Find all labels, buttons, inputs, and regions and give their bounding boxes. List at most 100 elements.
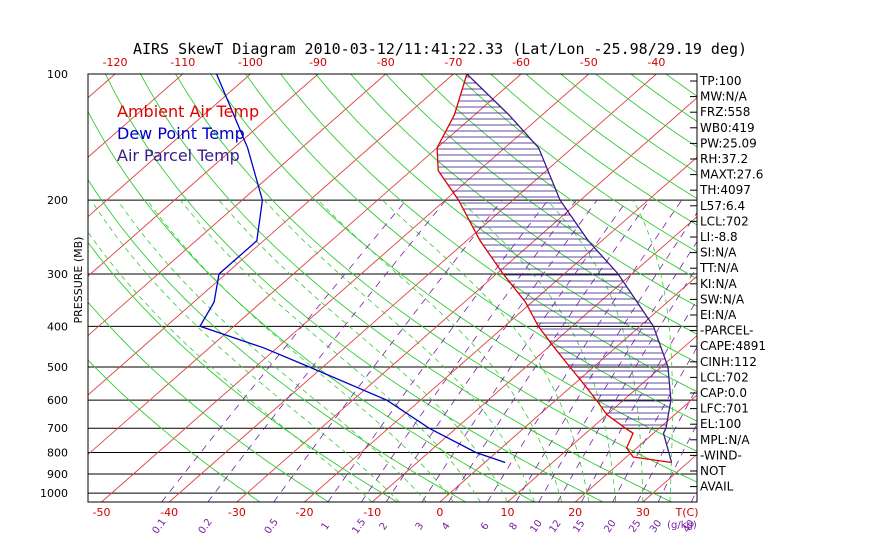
bottom-temp-tick: -10 — [363, 506, 381, 519]
top-temp-tick: -50 — [580, 56, 598, 69]
dry-adiabat-line — [140, 74, 672, 502]
moist-adiabat-line — [180, 199, 481, 502]
mixing-ratio-tick: 8 — [508, 521, 521, 533]
side-panel-item: WB0:419 — [700, 121, 755, 135]
side-panel-item: AVAIL — [700, 480, 734, 494]
mixing-ratio-tick: 0.2 — [197, 517, 215, 536]
bottom-temp-tick: -50 — [93, 506, 111, 519]
top-temp-tick: -40 — [647, 56, 665, 69]
side-panel-item: FRZ:558 — [700, 105, 750, 119]
side-panel-item: PW:25.09 — [700, 136, 757, 150]
isotherm-line — [88, 74, 116, 99]
pressure-tick: 500 — [47, 361, 68, 374]
mixing-ratio-line — [421, 199, 628, 502]
side-panel-item: SW:N/A — [700, 292, 745, 306]
side-panel-item: CAPE:4891 — [700, 339, 766, 353]
cape-area — [437, 74, 671, 429]
mixing-ratio-line — [327, 199, 549, 502]
side-panel-item: EI:N/A — [700, 308, 737, 322]
dewpoint-temp-line — [199, 74, 506, 464]
mixing-ratio-line — [637, 386, 697, 502]
plot-frame — [87, 73, 698, 503]
top-temp-tick: -90 — [309, 56, 327, 69]
top-temp-tick: -100 — [238, 56, 263, 69]
moist-adiabat-line — [117, 199, 427, 502]
side-panel-item: MW:N/A — [700, 90, 748, 104]
side-panel-item: LFC:701 — [700, 402, 749, 416]
side-panel-item: TP:100 — [699, 74, 742, 88]
mixing-ratio-tick: 0.5 — [263, 517, 281, 536]
mixing-ratio-tick: 1 — [320, 521, 333, 533]
ambient-temp-line — [436, 74, 672, 464]
mixing-ratio-tick: 1.5 — [350, 517, 368, 536]
mixing-ratio-tick: 6 — [479, 521, 492, 533]
isotherm-line — [88, 74, 319, 277]
chart-title: AIRS SkewT Diagram 2010-03-12/11:41:22.3… — [133, 40, 747, 58]
top-temp-tick: -80 — [377, 56, 395, 69]
pressure-tick: 200 — [47, 194, 68, 207]
bottom-temp-tick: 20 — [568, 506, 582, 519]
moist-adiabat-line — [90, 199, 400, 502]
mixing-ratio-line — [361, 199, 577, 502]
dry-adiabat-line — [105, 74, 604, 502]
top-temperature-axis: -120 -110 -100 -90 -80 -70 -60 -50 -40 — [103, 56, 666, 69]
bottom-temp-tick: 30 — [636, 506, 650, 519]
pressure-tick: 800 — [47, 447, 68, 460]
pressure-tick: 300 — [47, 268, 68, 281]
mixing-ratio-line — [207, 199, 447, 502]
side-panel-item: NOT — [700, 464, 726, 478]
parcel-temp-line — [466, 74, 673, 463]
mixing-ratio-line — [515, 212, 697, 502]
top-temp-tick: -70 — [444, 56, 462, 69]
bottom-temp-tick: -40 — [160, 506, 178, 519]
isotherm-line — [574, 394, 697, 502]
isotherm-line — [236, 97, 697, 502]
side-panel-item: CINH:112 — [700, 355, 757, 369]
bottom-temp-tick: -20 — [296, 506, 314, 519]
side-panel-item: TT:N/A — [699, 261, 739, 275]
legend-entry: Air Parcel Temp — [117, 146, 240, 165]
isotherm-line — [88, 74, 387, 337]
pressure-axis: 100 200 300 400 500 600 700 800 900 1000 — [40, 68, 68, 500]
side-panel-item: LCL:702 — [700, 214, 749, 228]
side-panel-item: LI:-8.8 — [700, 230, 738, 244]
moist-adiabat-line — [218, 199, 508, 502]
bottom-temp-tick: 0 — [436, 506, 443, 519]
isotherm-line — [778, 74, 870, 502]
mixing-ratio-tick: 30 — [648, 518, 664, 535]
bottom-temp-tick: 10 — [501, 506, 515, 519]
top-temp-tick: -60 — [512, 56, 530, 69]
top-temp-tick: -110 — [170, 56, 195, 69]
side-panel-item: L57:6.4 — [700, 199, 745, 213]
pressure-tick: 100 — [47, 68, 68, 81]
mixing-ratio-tick: 15 — [571, 518, 587, 535]
dry-adiabat-line — [88, 241, 398, 502]
side-panel-item: KI:N/A — [700, 277, 737, 291]
side-panel-item: MAXT:27.6 — [700, 168, 763, 182]
moist-adiabat-line — [632, 200, 673, 502]
moist-adiabat-line — [88, 231, 373, 502]
dry-adiabat-line — [88, 301, 329, 502]
mixing-ratio-tick: 20 — [602, 518, 618, 535]
legend: Ambient Air Temp Dew Point Temp Air Parcel… — [117, 102, 259, 165]
dry-adiabat-line — [88, 178, 467, 502]
side-panel-item: EL:100 — [700, 417, 741, 431]
mixing-ratio-tick: 25 — [627, 518, 643, 535]
mixing-ratio-tick: 2 — [378, 521, 391, 533]
isotherm-line — [88, 74, 184, 158]
dry-adiabat-line — [280, 74, 697, 393]
pressure-tick: 1000 — [40, 487, 68, 500]
mixing-ratio-line — [657, 423, 697, 502]
isotherm-line — [88, 74, 454, 396]
mixing-ratio-line — [538, 240, 697, 502]
mixing-ratio-line — [487, 199, 683, 502]
mixing-ratio-tick: 12 — [547, 518, 563, 535]
dry-adiabat-line — [88, 359, 261, 502]
dry-adiabat-line — [420, 74, 697, 280]
side-panel-item: MPL:N/A — [700, 433, 750, 447]
dry-adiabat-line — [175, 74, 697, 483]
y-axis-label: PRESSURE (MB) — [72, 237, 85, 324]
legend-entry: Ambient Air Temp — [117, 102, 259, 121]
legend-entry: Dew Point Temp — [117, 124, 245, 143]
mixing-ratio-tick: 10 — [528, 518, 544, 535]
